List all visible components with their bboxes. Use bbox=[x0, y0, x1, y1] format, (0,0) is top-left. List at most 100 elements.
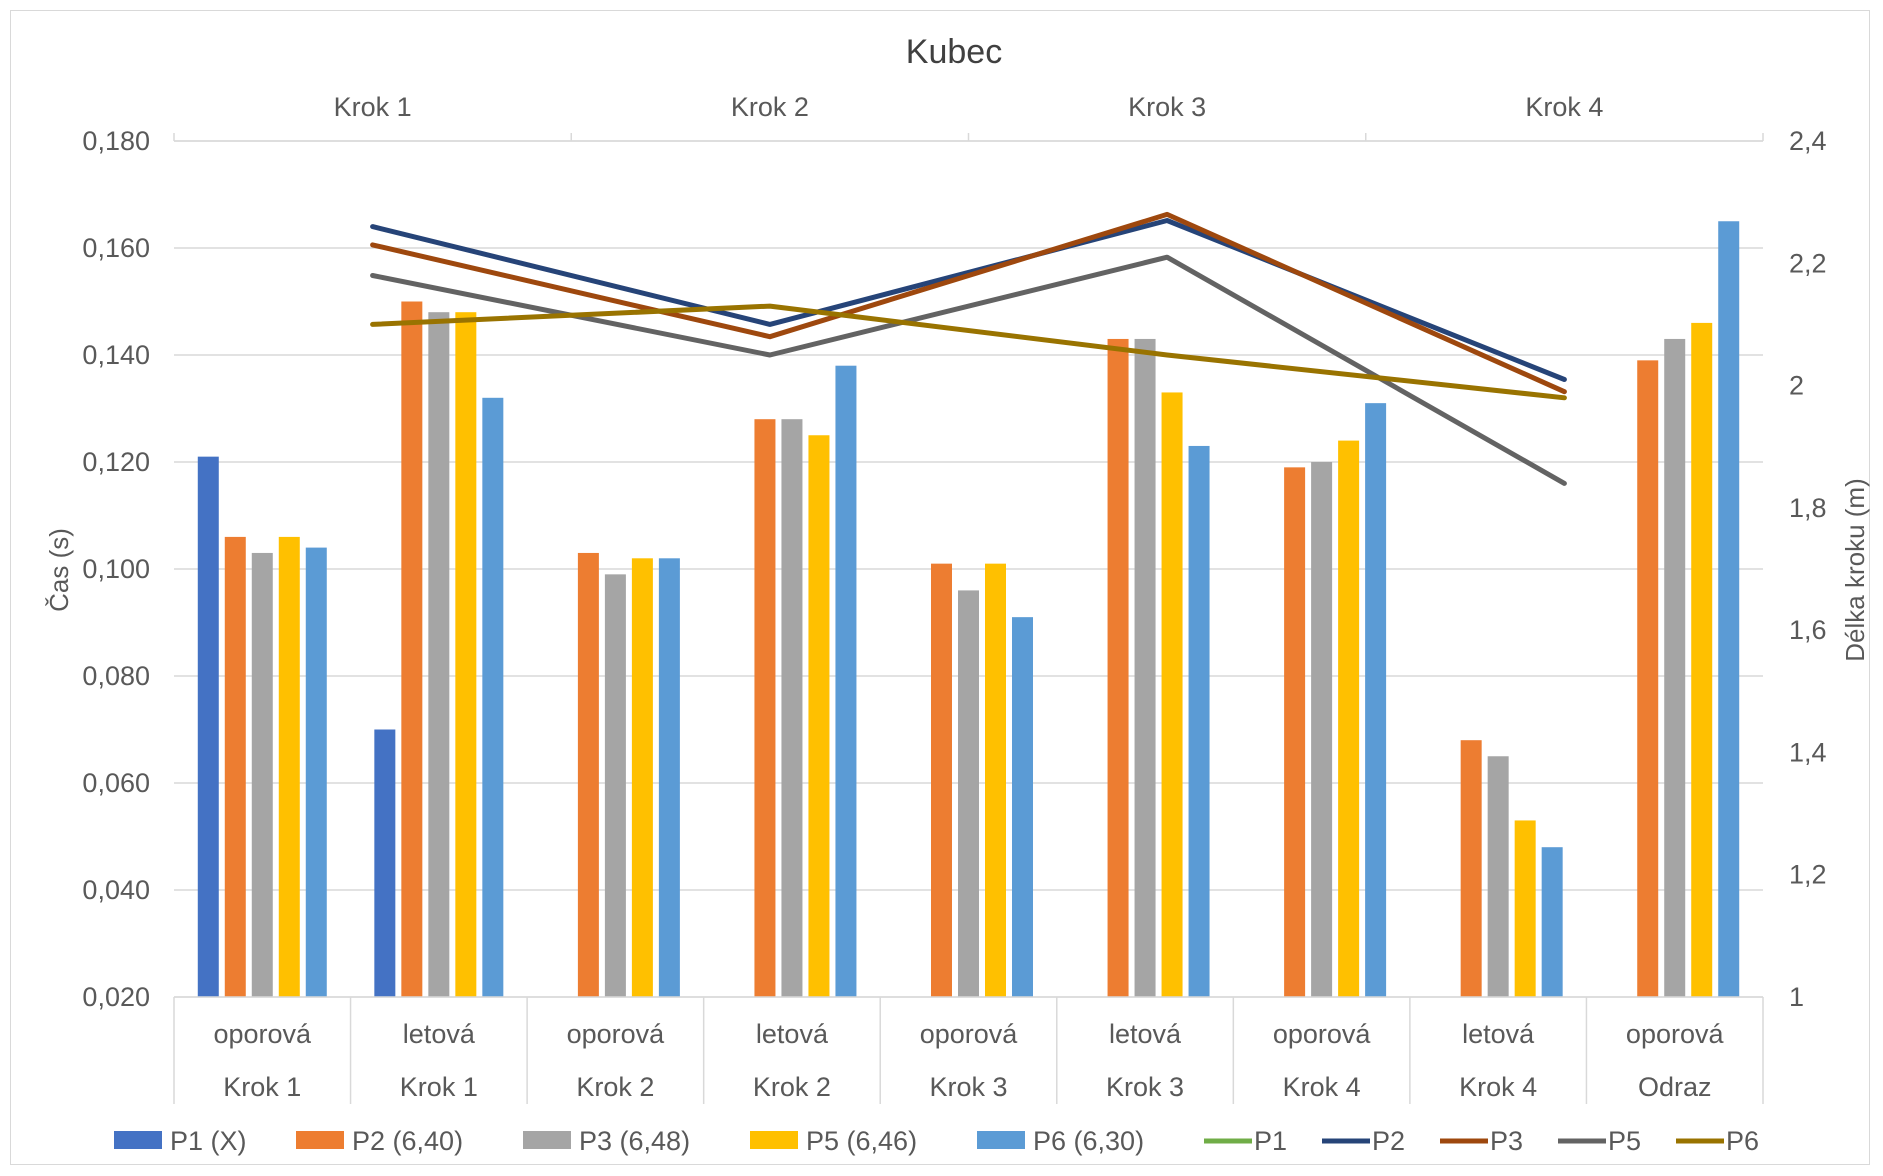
bar bbox=[1188, 445, 1210, 997]
bar bbox=[278, 536, 300, 997]
bar bbox=[604, 574, 626, 997]
bar bbox=[631, 558, 653, 997]
y2-tick-label: 2,2 bbox=[1789, 248, 1827, 278]
bar bbox=[1691, 322, 1713, 997]
y2-tick-label: 1,4 bbox=[1789, 737, 1827, 767]
y2-tick-label: 1 bbox=[1789, 982, 1804, 1012]
bar bbox=[781, 419, 803, 997]
legend-label: P1 bbox=[1254, 1126, 1287, 1156]
x2-tick-label: Krok 4 bbox=[1525, 92, 1603, 122]
bar bbox=[1637, 360, 1659, 998]
category-step-label: Krok 2 bbox=[753, 1072, 831, 1102]
bar bbox=[1514, 820, 1536, 997]
bar bbox=[754, 419, 776, 997]
legend: P1 (X) P2 (6,40) P3 (6,48) P5 (6,46) P6 (6,3… bbox=[114, 1126, 1759, 1156]
y-tick-label: 0,100 bbox=[82, 554, 150, 584]
bars bbox=[197, 221, 1740, 998]
legend-swatch bbox=[114, 1131, 162, 1149]
bar bbox=[985, 563, 1006, 997]
category-phase-label: letová bbox=[1109, 1019, 1182, 1049]
y2-tick-label: 1,6 bbox=[1789, 615, 1827, 645]
category-step-label: Krok 1 bbox=[223, 1072, 301, 1102]
category-step-label: Krok 4 bbox=[1283, 1072, 1361, 1102]
legend-label: P5 bbox=[1608, 1126, 1641, 1156]
legend-label: P1 (X) bbox=[170, 1126, 247, 1156]
y-tick-label: 0,160 bbox=[82, 233, 150, 263]
bar bbox=[1460, 740, 1482, 997]
y2-tick-label: 2,4 bbox=[1789, 126, 1827, 156]
category-phase-label: letová bbox=[403, 1019, 476, 1049]
y-tick-label: 0,120 bbox=[82, 447, 150, 477]
axes: 0,020 0,040 0,060 0,080 0,100 0,120 0,140 0,160… bbox=[82, 92, 1827, 1104]
chart-border bbox=[10, 10, 1870, 1165]
bar bbox=[1365, 403, 1387, 997]
bar bbox=[1284, 467, 1306, 998]
y2-tick-label: 1,2 bbox=[1789, 860, 1827, 890]
category-phase-label: oporová bbox=[1273, 1019, 1372, 1049]
bar bbox=[1541, 847, 1563, 997]
bar bbox=[808, 435, 830, 997]
x2-tick-label: Krok 3 bbox=[1128, 92, 1206, 122]
legend-label: P2 (6,40) bbox=[352, 1126, 463, 1156]
legend-swatch bbox=[523, 1131, 571, 1149]
bar bbox=[251, 552, 273, 997]
category-phase-label: oporová bbox=[1626, 1019, 1725, 1049]
bar bbox=[577, 552, 599, 997]
bar bbox=[197, 456, 219, 997]
bar bbox=[1134, 338, 1156, 997]
legend-label: P5 (6,46) bbox=[806, 1126, 917, 1156]
series-line bbox=[370, 218, 1567, 382]
legend-label: P6 (6,30) bbox=[1033, 1126, 1144, 1156]
y-tick-label: 0,180 bbox=[82, 126, 150, 156]
bar bbox=[1161, 392, 1183, 997]
bar bbox=[1012, 617, 1033, 997]
legend-label: P3 (6,48) bbox=[579, 1126, 690, 1156]
y-tick-label: 0,060 bbox=[82, 768, 150, 798]
series-line bbox=[370, 211, 1567, 395]
y2-axis-label: Délka kroku (m) bbox=[1840, 478, 1870, 661]
category-step-label: Odraz bbox=[1638, 1072, 1712, 1102]
bar bbox=[1311, 462, 1333, 997]
bar bbox=[455, 312, 477, 997]
category-phase-label: oporová bbox=[567, 1019, 666, 1049]
chart-title: Kubec bbox=[906, 33, 1002, 71]
bar bbox=[958, 590, 979, 997]
legend-swatch bbox=[750, 1131, 798, 1149]
bar bbox=[931, 563, 952, 997]
bar bbox=[1664, 338, 1686, 997]
legend-swatch bbox=[296, 1131, 344, 1149]
bar bbox=[835, 365, 857, 997]
legend-label: P3 bbox=[1490, 1126, 1523, 1156]
bar bbox=[1487, 756, 1509, 997]
x2-tick-label: Krok 1 bbox=[334, 92, 412, 122]
y-tick-label: 0,080 bbox=[82, 661, 150, 691]
y-tick-label: 0,020 bbox=[82, 982, 150, 1012]
lines bbox=[370, 211, 1567, 486]
y2-tick-label: 2 bbox=[1789, 371, 1804, 401]
category-step-label: Krok 3 bbox=[929, 1072, 1007, 1102]
bar bbox=[428, 312, 450, 997]
bar bbox=[1107, 338, 1129, 997]
bar bbox=[374, 729, 396, 997]
bar bbox=[401, 301, 423, 997]
legend-swatch bbox=[977, 1131, 1025, 1149]
category-step-label: Krok 1 bbox=[400, 1072, 478, 1102]
legend-label: P2 bbox=[1372, 1126, 1405, 1156]
x2-tick-label: Krok 2 bbox=[731, 92, 809, 122]
category-phase-label: oporová bbox=[213, 1019, 312, 1049]
bar bbox=[305, 547, 327, 997]
series-line bbox=[370, 303, 1567, 401]
bar bbox=[1718, 221, 1740, 997]
bar bbox=[658, 558, 680, 997]
legend-label: P6 bbox=[1726, 1126, 1759, 1156]
y-axis-label: Čas (s) bbox=[44, 528, 74, 612]
category-step-label: Krok 4 bbox=[1459, 1072, 1537, 1102]
bar bbox=[224, 536, 246, 997]
bar bbox=[1338, 440, 1360, 998]
bar bbox=[482, 397, 504, 997]
category-phase-label: oporová bbox=[920, 1019, 1019, 1049]
category-phase-label: letová bbox=[756, 1019, 829, 1049]
y2-tick-label: 1,8 bbox=[1789, 493, 1827, 523]
